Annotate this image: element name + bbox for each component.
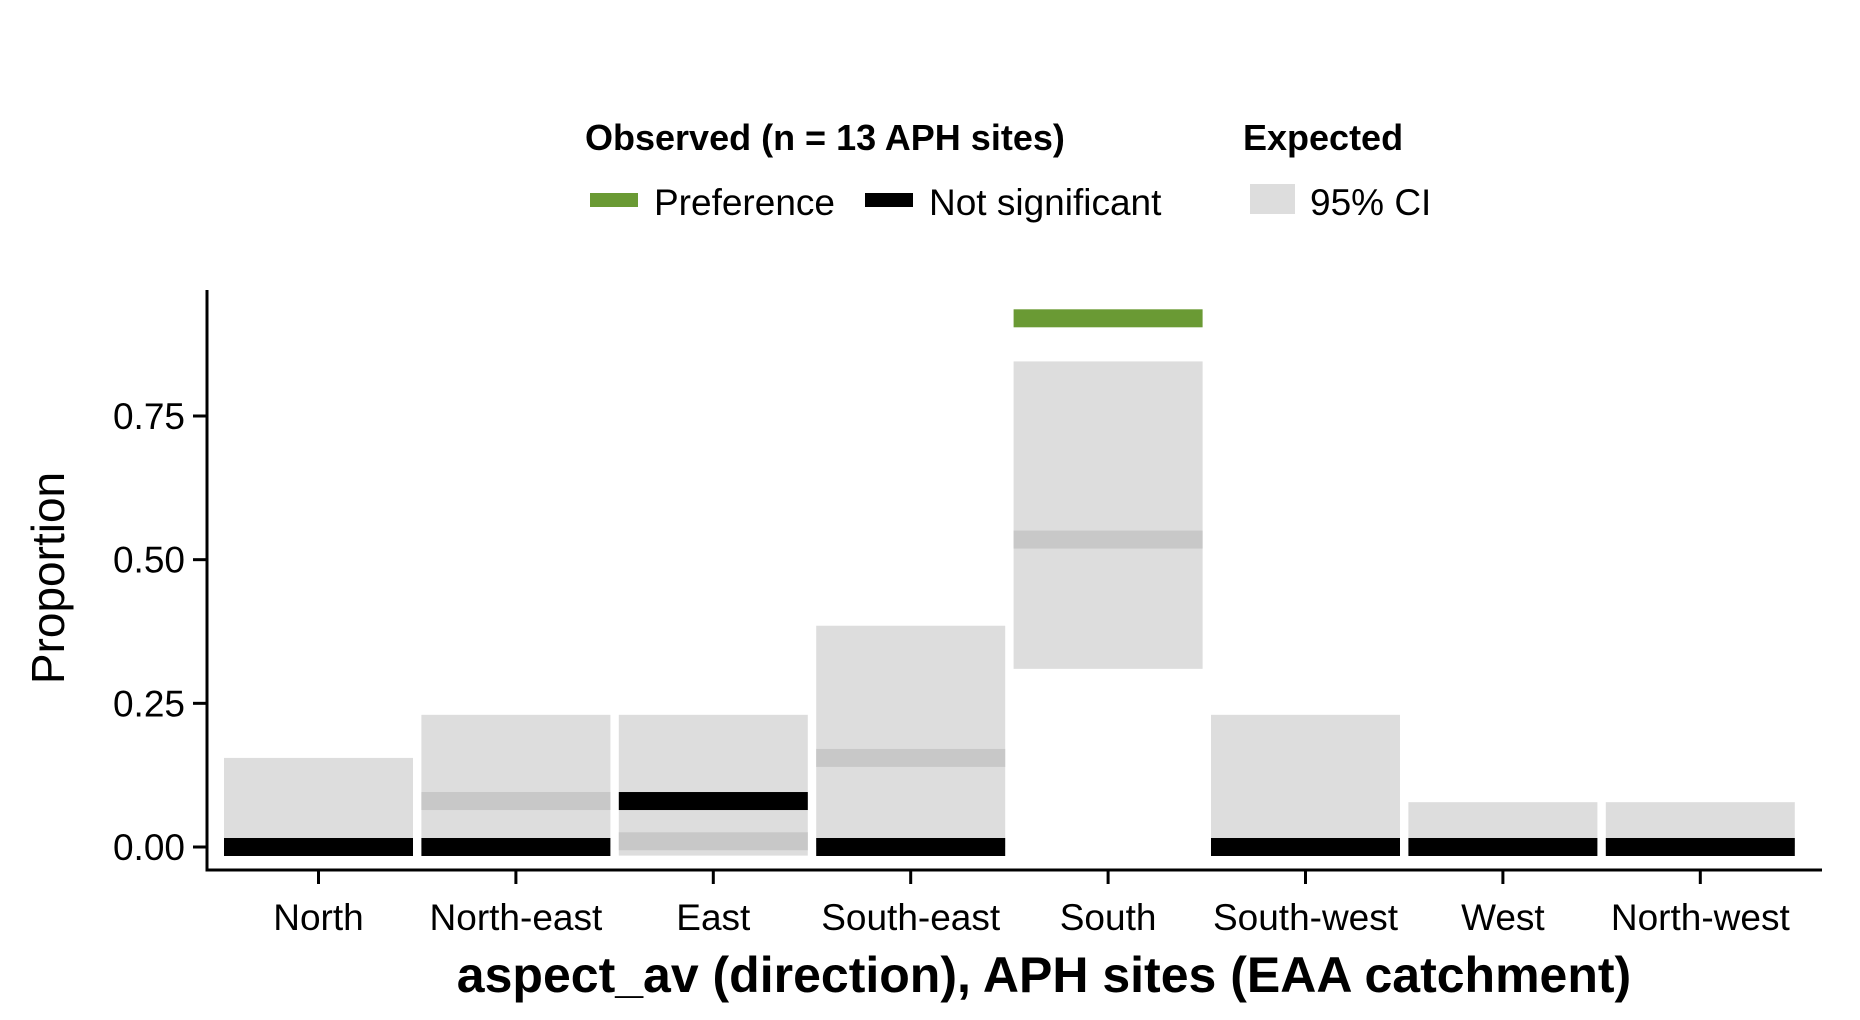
legend-ci-swatch bbox=[1250, 184, 1295, 214]
expected-line-north-east bbox=[421, 792, 611, 811]
y-tick-label: 0.00 bbox=[113, 827, 185, 868]
ci-bar-north bbox=[224, 757, 413, 847]
y-axis-title: Proportion bbox=[22, 472, 74, 684]
x-tick-label: South-east bbox=[821, 897, 1001, 938]
y-ticks: 0.00 0.25 0.50 0.75 bbox=[113, 396, 207, 868]
expected-lines bbox=[421, 530, 1203, 851]
ci-bar-south-east bbox=[816, 625, 1006, 847]
ci-bar-south bbox=[1013, 361, 1203, 669]
expected-line-south-east bbox=[816, 748, 1006, 767]
x-tick-label: North-east bbox=[430, 897, 603, 938]
x-tick-label: East bbox=[676, 897, 751, 938]
expected-line-south bbox=[1013, 530, 1203, 549]
observed-bar-south-west bbox=[1211, 838, 1400, 856]
x-tick-label: South-west bbox=[1213, 897, 1399, 938]
x-tick-label: South bbox=[1060, 897, 1157, 938]
legend-preference-label: Preference bbox=[654, 182, 835, 223]
legend-ci-label: 95% CI bbox=[1310, 182, 1431, 223]
y-tick-label: 0.50 bbox=[113, 540, 185, 581]
observed-bars bbox=[224, 309, 1795, 856]
legend-not-significant-swatch bbox=[865, 193, 913, 207]
legend-not-significant-label: Not significant bbox=[929, 182, 1162, 223]
ci-bar-east bbox=[618, 714, 808, 856]
y-tick-label: 0.25 bbox=[113, 683, 185, 724]
ci-bar-south-west bbox=[1211, 714, 1400, 847]
expected-line-east bbox=[618, 832, 808, 851]
ci-bars bbox=[224, 361, 1795, 856]
legend-observed-title: Observed (n = 13 APH sites) bbox=[585, 117, 1065, 158]
ci-bar-north-east bbox=[421, 714, 611, 847]
x-tick-label: North bbox=[273, 897, 363, 938]
observed-bar-south-east bbox=[816, 838, 1006, 856]
legend-expected-title: Expected bbox=[1243, 117, 1403, 158]
observed-bar-west bbox=[1408, 838, 1598, 856]
x-tick-label: North-west bbox=[1611, 897, 1791, 938]
legend-preference-swatch bbox=[590, 193, 638, 207]
axes: 0.00 0.25 0.50 0.75 North North-east East Sout… bbox=[113, 290, 1822, 938]
x-ticks: North North-east East South-east South South-… bbox=[273, 870, 1790, 938]
observed-bar-north-east bbox=[421, 838, 611, 856]
y-tick-label: 0.75 bbox=[113, 396, 185, 437]
observed-bar-east bbox=[618, 792, 808, 811]
observed-bar-north-west bbox=[1605, 838, 1795, 856]
observed-bar-south bbox=[1013, 309, 1203, 328]
legend: Observed (n = 13 APH sites) Expected Pre… bbox=[585, 117, 1431, 223]
observed-bar-north bbox=[224, 838, 413, 856]
x-tick-label: West bbox=[1461, 897, 1545, 938]
x-axis-title: aspect_av (direction), APH sites (EAA ca… bbox=[457, 947, 1631, 1003]
